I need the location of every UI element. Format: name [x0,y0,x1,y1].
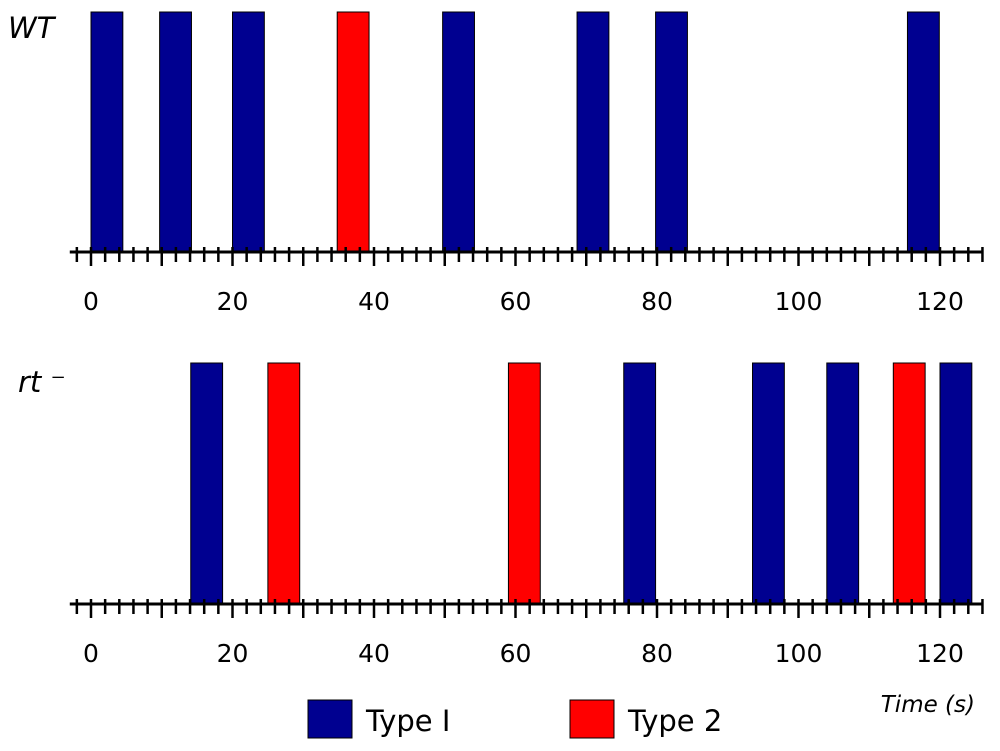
x-tick-label: 60 [500,287,532,316]
x-tick-label: 120 [916,639,964,668]
x-tick-label: 60 [500,639,532,668]
x-tick-label: 20 [217,287,249,316]
event-bar-type-1 [623,362,657,605]
event-bar-type-2 [336,11,370,253]
event-bar-type-1 [442,11,475,253]
event-bar-type-1 [655,11,688,253]
event-bar-type-1 [752,362,785,605]
event-bar-type-1 [826,362,860,605]
event-bar-type-1 [939,362,973,605]
x-tick-label: 100 [775,287,823,316]
event-bar-type-1 [90,11,124,253]
legend-label: Type I [365,704,450,738]
x-tick-label: 0 [83,287,99,316]
x-tick-label: 20 [217,639,249,668]
legend-label: Type 2 [627,704,722,738]
legend-swatch [569,699,615,739]
legend-swatch [307,699,353,739]
x-tick-label: 80 [641,287,673,316]
x-tick-label: 80 [641,639,673,668]
x-axis-label: Time (s) [881,692,975,718]
x-tick-label: 0 [83,639,99,668]
event-bar-type-2 [507,362,541,605]
x-tick-label: 120 [916,287,964,316]
event-bar-type-1 [906,11,940,253]
event-bar-type-1 [232,11,265,253]
event-bar-type-1 [159,11,192,253]
x-tick-label: 40 [358,639,390,668]
event-bar-type-1 [576,11,610,253]
event-bar-type-2 [892,362,926,605]
panel-label: rt ⁻ [18,365,66,399]
x-tick-label: 100 [775,639,823,668]
x-tick-label: 40 [358,287,390,316]
event-bar-type-1 [190,362,224,605]
event-bar-type-2 [267,362,301,605]
panel-label: WT [8,11,57,45]
